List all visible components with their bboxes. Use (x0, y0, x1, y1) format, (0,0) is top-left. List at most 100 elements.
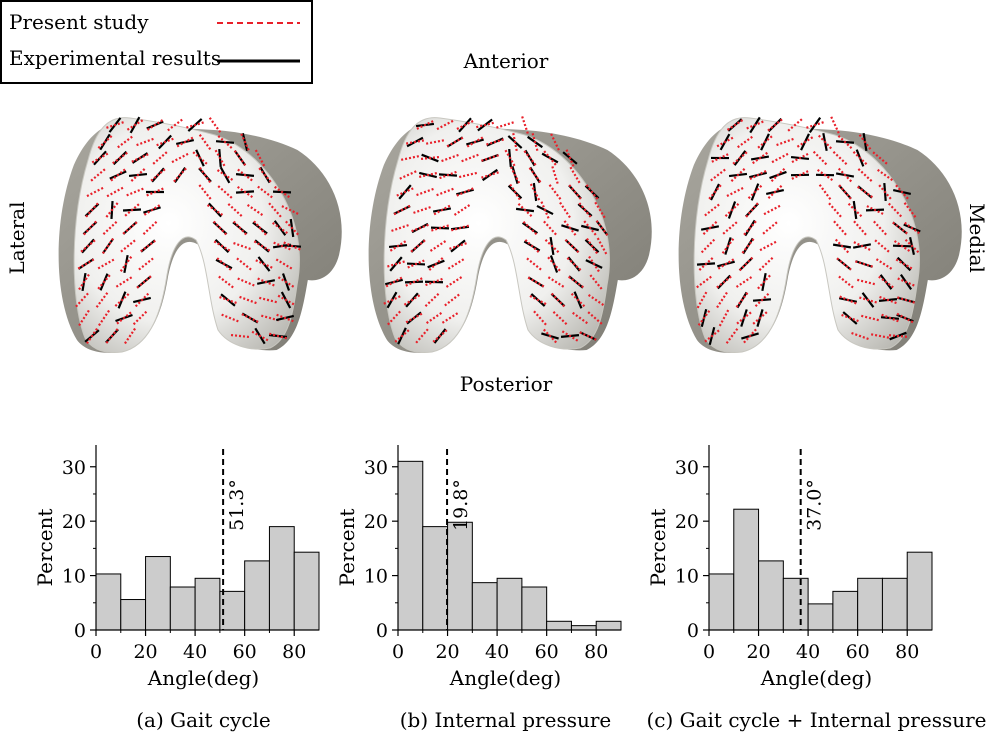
present-study-fiber-line (708, 184, 722, 200)
present-study-fiber-line (529, 183, 541, 201)
present-study-fiber-line (420, 155, 440, 161)
present-study-fiber-line (791, 170, 809, 180)
present-study-fiber-line (771, 152, 789, 164)
y-tick-label: 10 (364, 566, 388, 588)
y-tick-label: 0 (74, 620, 86, 642)
present-study-fiber-line (752, 151, 768, 165)
present-study-fiber-line (114, 293, 130, 307)
y-tick-label: 0 (376, 620, 388, 642)
present-study-fiber-line (117, 135, 133, 149)
present-study-fiber-line (106, 186, 124, 198)
histogram-bar (496, 577, 523, 631)
present-study-fiber-line (216, 257, 232, 271)
present-study-fiber-line (550, 133, 560, 151)
present-study-fiber-line (259, 296, 277, 304)
present-study-fiber-line (436, 187, 454, 197)
present-study-fiber-line (767, 118, 783, 132)
x-tick-label: 20 (435, 641, 459, 663)
present-study-fiber-line (724, 202, 740, 218)
present-study-fiber-line (276, 313, 294, 323)
present-study-fiber-line (399, 170, 417, 180)
present-study-fiber-line (543, 150, 557, 166)
present-study-fiber-line (791, 152, 809, 164)
present-study-fiber-line (97, 135, 113, 149)
present-study-fiber-line (595, 220, 609, 236)
y-axis-label: Percent (33, 509, 57, 587)
present-study-fiber-line (134, 292, 150, 308)
present-study-fiber-line (828, 202, 842, 218)
present-study-fiber-line (830, 116, 840, 134)
present-study-fiber-line (517, 203, 533, 217)
present-study-fiber-line (833, 220, 847, 236)
present-study-fiber-line (233, 150, 247, 166)
present-study-fiber-line (97, 274, 111, 290)
present-study-fiber-line (95, 292, 109, 308)
present-study-fiber-line (879, 295, 897, 305)
present-study-fiber-line (812, 150, 828, 166)
present-study-fiber-line (762, 221, 778, 235)
x-tick-label: 0 (392, 641, 404, 663)
present-study-fiber-line (213, 220, 227, 236)
present-study-fiber-line (416, 187, 434, 197)
present-study-fiber-line (432, 329, 448, 343)
present-study-fiber-line (126, 187, 144, 197)
x-axis-label: Angle(deg) (449, 666, 561, 690)
present-study-fiber-line (523, 150, 537, 166)
present-study-fiber-line (816, 168, 834, 182)
y-tick-label: 10 (62, 566, 86, 588)
present-study-fiber-line (156, 137, 174, 147)
present-study-fiber-line (122, 221, 138, 235)
present-study-fiber-line (747, 184, 763, 200)
present-study-fiber-line (275, 258, 293, 270)
present-study-fiber-line (531, 133, 539, 151)
present-study-fiber-line (466, 136, 484, 148)
present-study-fiber-line (526, 257, 542, 271)
present-study-fiber-line (198, 134, 212, 150)
present-study-fiber-line (897, 296, 915, 304)
label-lateral: Lateral (5, 202, 29, 275)
present-study-fiber-line (718, 309, 730, 327)
present-study-fiber-line (441, 153, 459, 163)
present-study-fiber-line (847, 202, 863, 218)
histogram-bar (570, 625, 597, 631)
present-study-fiber-line (198, 184, 212, 200)
present-study-fiber-line (859, 296, 877, 304)
present-study-fiber-line (253, 220, 267, 236)
present-study-fiber-line (254, 149, 266, 167)
present-study-fiber-line (396, 187, 414, 197)
histogram-bar (422, 526, 449, 631)
present-study-fiber-line (543, 220, 557, 236)
present-study-fiber-line (80, 239, 96, 253)
present-study-fiber-line (218, 275, 234, 289)
present-study-fiber-line (736, 311, 752, 325)
present-study-fiber-line (453, 204, 471, 216)
histogram-bar (471, 582, 498, 631)
present-study-fiber-line (696, 291, 708, 309)
present-study-fiber-line (548, 184, 562, 200)
present-study-fiber-line (763, 204, 781, 216)
present-study-fiber-line (527, 276, 545, 288)
present-study-fiber-line (585, 184, 599, 200)
present-study-fiber-line (116, 311, 132, 325)
present-study-fiber-line (853, 241, 871, 251)
present-study-fiber-line (796, 136, 814, 148)
present-study-fiber-line (745, 202, 759, 218)
present-study-fiber-line (855, 260, 873, 268)
present-study-fiber-line (563, 220, 577, 236)
present-study-fiber-line (192, 151, 208, 165)
present-study-fiber-line (132, 310, 148, 326)
present-study-fiber-line (892, 221, 908, 235)
present-study-fiber-line (428, 257, 444, 271)
present-study-fiber-line (522, 220, 538, 236)
histogram-bar (857, 577, 883, 631)
present-study-fiber-line (126, 119, 144, 131)
present-study-fiber-line (403, 294, 421, 306)
present-study-fiber-line (233, 242, 251, 250)
present-study-fiber-line (874, 239, 890, 253)
present-study-fiber-line (219, 295, 237, 305)
present-study-fiber-line (877, 168, 893, 182)
present-study-fiber-line (596, 237, 608, 255)
present-study-fiber-line (564, 238, 580, 254)
present-study-fiber-line (391, 224, 409, 232)
present-study-fiber-line (387, 310, 401, 326)
